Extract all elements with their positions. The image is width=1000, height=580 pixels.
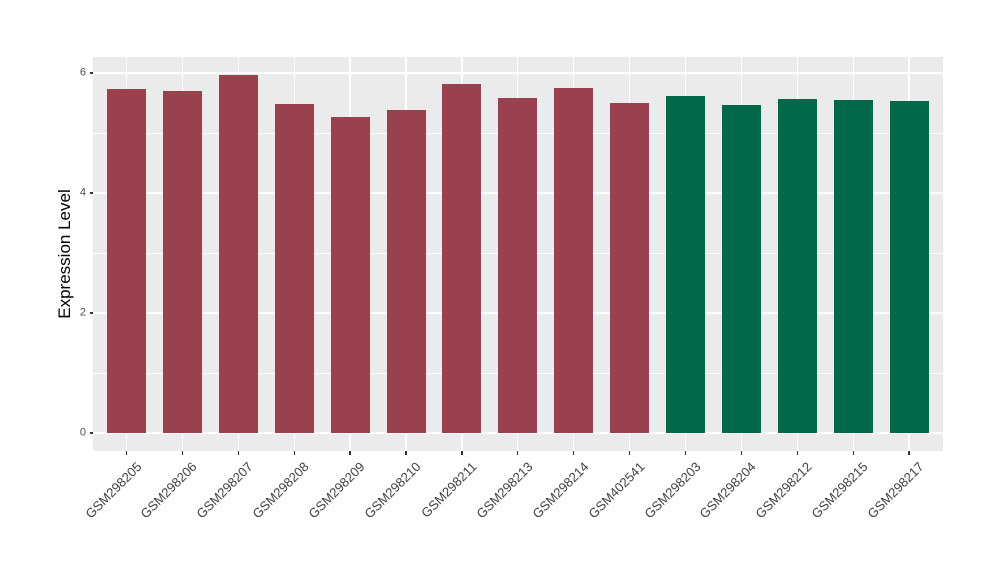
x-axis-tick (125, 451, 128, 455)
x-axis-label: GSM298205 (81, 459, 145, 522)
x-axis-label: GSM298204 (696, 459, 759, 522)
x-axis-tick (349, 451, 351, 455)
bar-GSM298212 (777, 98, 817, 433)
y-axis-tick-label: 4 (79, 186, 86, 199)
x-axis-tick (405, 451, 407, 455)
y-axis-tick (89, 72, 93, 74)
x-axis-label: GSM298215 (808, 459, 871, 522)
x-axis-tick (461, 451, 463, 455)
y-axis-title: Expression Level (55, 189, 74, 319)
x-axis-tick (796, 451, 798, 455)
y-axis-tick (89, 312, 93, 314)
bar-GSM402541 (610, 103, 650, 433)
x-axis-tick (740, 451, 743, 455)
bar-GSM298204 (721, 104, 761, 433)
x-axis-tick (573, 451, 575, 455)
x-axis-tick (628, 451, 631, 455)
x-axis-tick (684, 451, 687, 455)
x-axis-label: GSM298213 (473, 459, 536, 522)
x-axis-label: GSM298217 (864, 459, 927, 522)
x-axis-label: GSM298206 (137, 459, 200, 522)
x-axis-label: GSM298210 (361, 459, 424, 522)
bar-GSM298207 (218, 74, 258, 433)
x-axis-label: GSM298203 (640, 459, 704, 522)
x-axis-label: GSM298211 (417, 459, 480, 521)
bar-GSM298214 (554, 88, 594, 433)
x-axis-tick (852, 451, 854, 455)
bar-GSM298213 (498, 98, 538, 433)
bar-GSM298203 (666, 95, 705, 433)
y-axis-tick (89, 192, 93, 194)
y-axis-tick (89, 432, 93, 434)
bar-GSM298205 (107, 89, 146, 433)
bar-GSM298217 (889, 101, 929, 433)
x-axis-tick (237, 451, 239, 455)
y-axis-tick-label: 0 (79, 426, 86, 439)
plot-panel (93, 57, 943, 451)
x-axis-tick (517, 451, 519, 455)
x-axis-tick (293, 451, 295, 455)
x-axis-tick (181, 451, 184, 455)
x-axis-label: GSM402541 (584, 459, 648, 522)
bar-GSM298210 (386, 110, 426, 433)
y-axis-tick-label: 6 (79, 66, 86, 79)
x-axis-label: GSM298207 (193, 459, 256, 522)
x-axis-label: GSM298212 (752, 459, 815, 522)
y-axis-tick-label: 2 (79, 306, 86, 319)
bar-GSM298206 (162, 91, 202, 433)
bar-GSM298208 (274, 103, 314, 433)
bar-GSM298215 (833, 100, 873, 433)
x-axis-tick (908, 451, 910, 455)
x-axis-label: GSM298208 (249, 459, 312, 522)
x-axis-label: GSM298209 (305, 459, 368, 522)
bar-GSM298209 (330, 116, 370, 433)
x-axis-label: GSM298214 (529, 459, 592, 522)
bar-GSM298211 (442, 83, 482, 433)
